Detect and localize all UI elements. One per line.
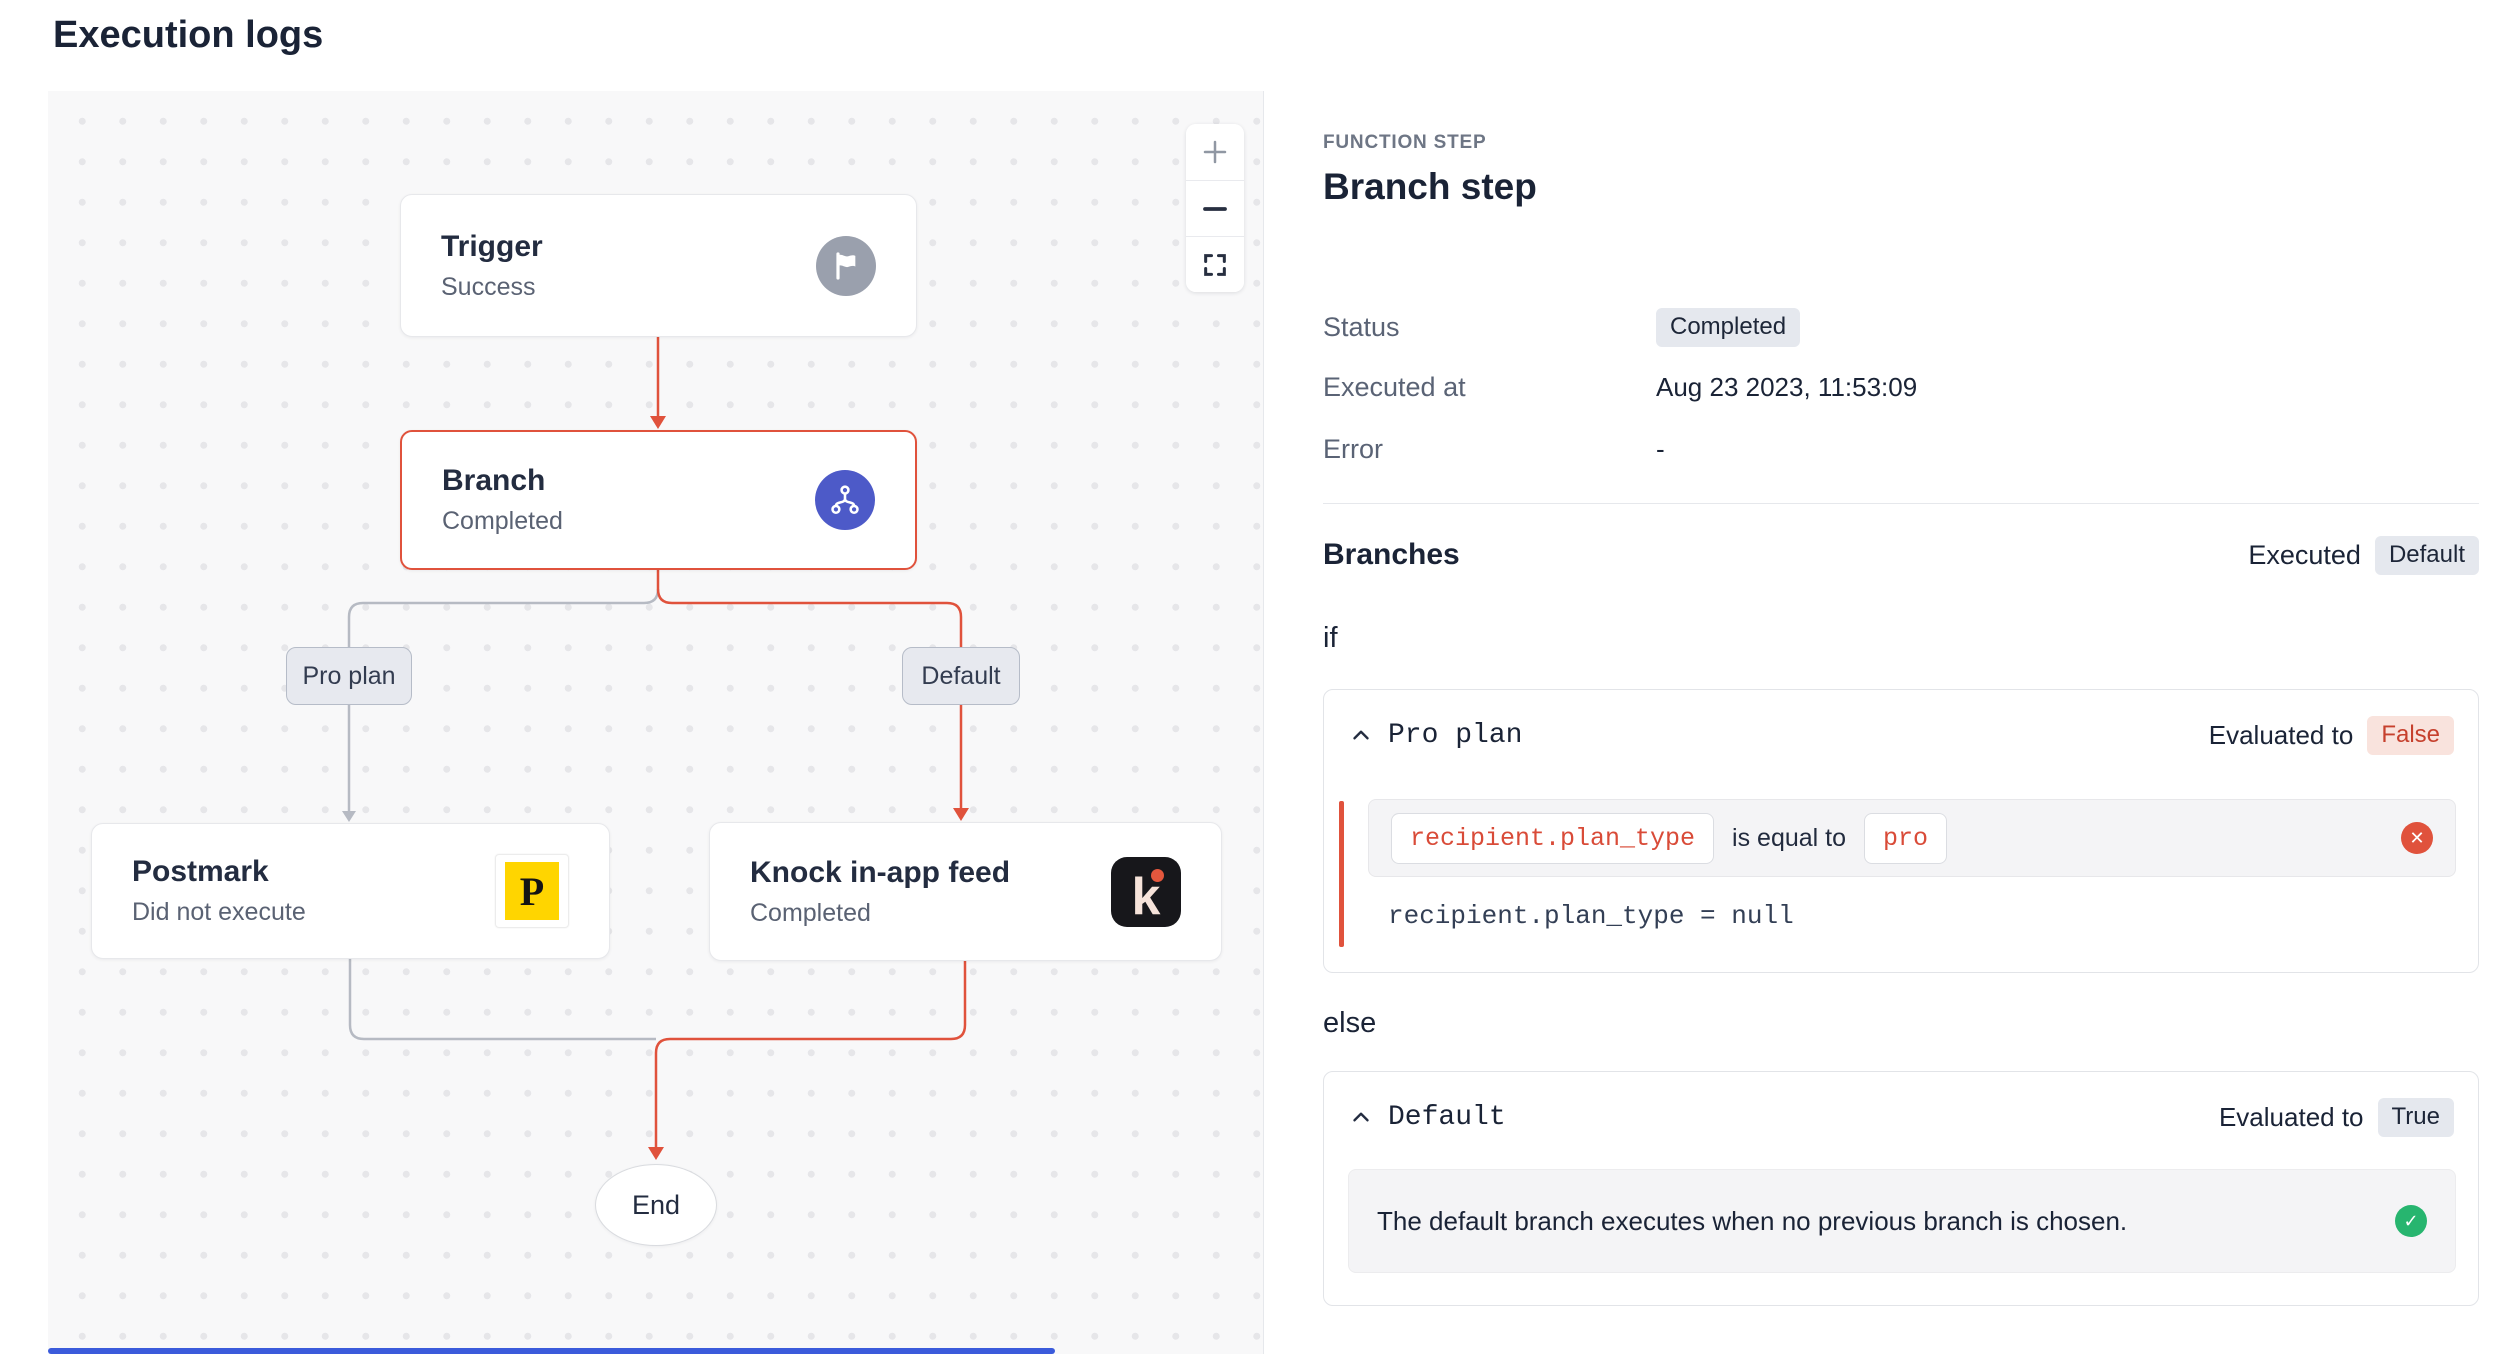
section-divider xyxy=(1323,503,2479,504)
meta-row-status: Status Completed xyxy=(1323,308,2479,347)
condition-passed-icon: ✓ xyxy=(2395,1205,2427,1237)
fit-view-button[interactable] xyxy=(1186,236,1244,292)
evaluated-true-badge: True xyxy=(2377,1098,2454,1137)
evaluated-false-badge: False xyxy=(2367,716,2454,755)
node-branch-status: Completed xyxy=(442,507,563,535)
status-label: Status xyxy=(1323,311,1400,342)
canvas-horizontal-scrollbar[interactable] xyxy=(48,1348,1055,1354)
branches-heading: Branches xyxy=(1323,538,1460,572)
chevron-up-icon[interactable] xyxy=(1346,1102,1376,1132)
edge-label-default: Default xyxy=(902,647,1020,705)
panel-divider xyxy=(1263,91,1264,1354)
node-branch[interactable]: Branch Completed xyxy=(400,430,917,570)
node-knock-in-app-feed[interactable]: Knock in-app feed Completed k xyxy=(709,822,1222,961)
condition-row: recipient.plan_type is equal to pro ✕ xyxy=(1368,799,2456,877)
node-end-label: End xyxy=(631,1189,681,1220)
status-badge: Completed xyxy=(1656,308,1801,347)
node-knock-title: Knock in-app feed xyxy=(750,855,1011,889)
page-title: Execution logs xyxy=(53,14,324,56)
default-branch-message-box: The default branch executes when no prev… xyxy=(1348,1169,2456,1273)
branches-header: Branches Executed Default xyxy=(1323,536,2479,575)
meta-row-executed-at: Executed at Aug 23 2023, 11:53:09 xyxy=(1323,372,2479,403)
canvas-zoom-controls xyxy=(1186,124,1244,292)
condition-accent-bar xyxy=(1339,801,1344,947)
branch-name: Pro plan xyxy=(1388,719,1523,751)
condition-failed-icon: ✕ xyxy=(2401,822,2433,854)
workflow-edges xyxy=(342,337,969,1160)
condition-operator: is equal to xyxy=(1732,823,1847,852)
node-postmark[interactable]: Postmark Did not execute P xyxy=(91,823,610,959)
condition-value: pro xyxy=(1864,812,1948,864)
zoom-out-button[interactable] xyxy=(1186,180,1244,236)
else-label: else xyxy=(1323,1007,1377,1039)
node-branch-title: Branch xyxy=(442,464,546,497)
executed-branch-badge: Default xyxy=(2374,536,2479,575)
postmark-logo-letter: P xyxy=(519,868,545,914)
workflow-canvas[interactable]: Trigger Success Branch Completed Pro pla… xyxy=(48,91,1263,1354)
node-postmark-status: Did not execute xyxy=(132,898,306,926)
executed-at-value: Aug 23 2023, 11:53:09 xyxy=(1656,372,1918,402)
chevron-up-icon[interactable] xyxy=(1346,720,1376,750)
branch-name: Default xyxy=(1388,1101,1506,1133)
branch-card-default: Default Evaluated to True The default br… xyxy=(1323,1071,2479,1306)
error-label: Error xyxy=(1323,434,1383,464)
meta-row-error: Error - xyxy=(1323,434,2479,465)
postmark-logo-icon: P xyxy=(495,854,569,928)
default-branch-message: The default branch executes when no prev… xyxy=(1377,1205,2128,1236)
node-postmark-title: Postmark xyxy=(132,855,269,888)
branch-icon xyxy=(815,470,875,530)
edge-label-pro-plan-text: Pro plan xyxy=(302,661,396,690)
node-trigger-title: Trigger xyxy=(441,229,543,263)
edge-label-pro-plan: Pro plan xyxy=(286,647,412,705)
node-end: End xyxy=(595,1164,717,1246)
step-details-panel: FUNCTION STEP Branch step Status Complet… xyxy=(1264,0,2504,1354)
step-type-eyebrow: FUNCTION STEP xyxy=(1323,132,1487,153)
evaluated-to-label: Evaluated to xyxy=(2218,1101,2364,1132)
knock-logo-dot xyxy=(1151,868,1164,882)
executed-label: Executed xyxy=(2248,539,2361,570)
evaluated-to-label: Evaluated to xyxy=(2208,719,2354,750)
zoom-in-button[interactable] xyxy=(1186,124,1244,180)
executed-at-label: Executed at xyxy=(1323,372,1466,402)
error-value: - xyxy=(1656,434,1665,464)
step-title: Branch step xyxy=(1323,166,1537,207)
condition-variable: recipient.plan_type xyxy=(1391,812,1715,864)
branch-card-pro-plan: Pro plan Evaluated to False recipient.pl… xyxy=(1323,689,2479,973)
if-label: if xyxy=(1323,622,1338,654)
node-knock-status: Completed xyxy=(750,898,871,927)
flag-icon xyxy=(816,235,876,296)
edge-label-default-text: Default xyxy=(921,661,1001,690)
knock-logo-icon: k xyxy=(1111,856,1181,927)
node-trigger[interactable]: Trigger Success xyxy=(400,194,917,337)
node-trigger-status: Success xyxy=(441,272,536,301)
condition-evaluated-detail: recipient.plan_type = null xyxy=(1388,901,1794,931)
